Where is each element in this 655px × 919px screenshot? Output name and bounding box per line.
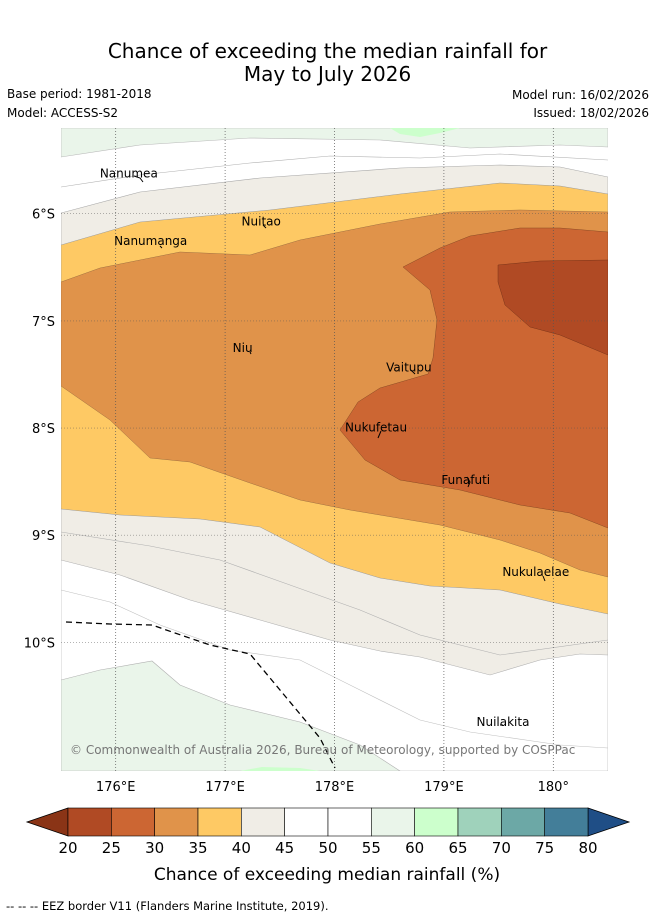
colorbar-tick-label: 25 [102,839,121,857]
colorbar-swatch [457,807,502,837]
place-labels: Nanumea Nanumanga Nuitao Niu Vaitupu Nukufeta… [100,166,569,729]
contour-line [61,589,608,749]
colorbar-swatch [544,807,589,837]
place-label-nanumanga: Nanumanga [114,234,187,248]
island-nanumanga [159,245,163,249]
colorbar-swatch [154,807,199,837]
colorbar-overflow-arrow [587,807,631,837]
contour-line [61,531,608,656]
colorbar-tick-label: 45 [275,839,294,857]
colorbar-tick-label: 55 [362,839,381,857]
model-run: Model run: 16/02/2026 [511,88,649,102]
place-label-nukulaelae: Nukulaelae [502,565,569,579]
lon-tick-label: 176°E [96,780,136,795]
lat-tick-label: 6°S [32,208,55,223]
eez-footnote: -- -- -- EEZ border V11 (Flanders Marine… [6,899,329,913]
colorbar-swatch [197,807,242,837]
colorbar-swatch [501,807,545,837]
lon-tick-label: 180° [538,780,569,795]
copyright-notice: © Commonwealth of Australia 2026, Bureau… [70,743,575,757]
colorbar: 20 25 30 35 40 45 50 55 60 65 70 75 80 [25,807,631,857]
place-label-vaitupu: Vaitupu [386,360,432,374]
colorbar-swatch [241,807,285,837]
islands [133,175,546,726]
island-nuitao [262,224,267,229]
lat-tick-label: 10°S [24,636,55,651]
colorbar-tick-label: 30 [145,839,164,857]
place-label-nuilakita: Nuilakita [476,715,529,729]
lat-tick-label: 9°S [32,529,55,544]
title-line-1: Chance of exceeding the median rainfall … [107,39,548,63]
colorbar-tick-label: 80 [578,839,597,857]
band-20-25 [497,259,608,356]
forecast-map: Nanumea Nanumanga Nuitao Niu Vaitupu Nukufeta… [24,128,631,885]
axis-labels: 176°E 177°E 178°E 179°E 180° 6°S 7°S 8°S 9°S 10°S [24,208,569,795]
place-label-nanumea: Nanumea [100,166,158,180]
island-nukulaelae [542,575,546,582]
model-name: Model: ACCESS-S2 [7,106,119,120]
colorbar-tick-label: 65 [448,839,467,857]
colorbar-label: Chance of exceeding median rainfall (%) [154,865,500,885]
lat-tick-label: 8°S [32,422,55,437]
place-label-nuitao: Nuitao [242,215,281,229]
base-period: Base period: 1981-2018 [7,87,152,101]
lon-tick-label: 177°E [205,780,245,795]
colorbar-tick-label: 40 [232,839,251,857]
map-title: Chance of exceeding the median rainfall … [0,40,655,86]
island-funafuti [466,476,471,488]
band-60-65-north [390,128,460,137]
island-niu [249,351,252,355]
band-60-65-south [240,767,320,771]
title-line-2: May to July 2026 [243,62,412,86]
band-55-60-north [61,128,608,158]
contour-line [61,153,608,188]
issued-date: Issued: 18/02/2026 [533,106,649,120]
island-vaitupu [410,369,416,375]
colorbar-tick-label: 50 [318,839,337,857]
island-nanumea [133,175,144,183]
island-nukufetau [377,430,382,439]
place-label-nukufetau: Nukufetau [345,420,407,434]
lon-tick-label: 179°E [424,780,464,795]
colorbar-underflow-arrow [25,807,69,837]
colorbar-swatch [371,807,415,837]
colorbar-tick-label: 70 [492,839,511,857]
band-55-60-south [61,660,401,771]
colorbar-swatch [414,807,459,837]
place-label-funafuti: Funafuti [441,473,490,487]
colorbar-swatch [67,807,112,837]
place-label-niu: Niu [233,341,253,355]
colorbar-swatch [111,807,155,837]
colorbar-swatch [284,807,329,837]
lat-tick-label: 7°S [32,315,55,330]
colorbar-tick-label: 75 [535,839,554,857]
eez-border [65,621,336,769]
colorbar-tick-label: 35 [188,839,207,857]
graticule [61,128,608,771]
colorbar-tick-label: 60 [405,839,424,857]
colorbar-tick-label: 20 [58,839,77,857]
colorbar-swatch [327,807,372,837]
lon-tick-label: 178°E [315,780,355,795]
